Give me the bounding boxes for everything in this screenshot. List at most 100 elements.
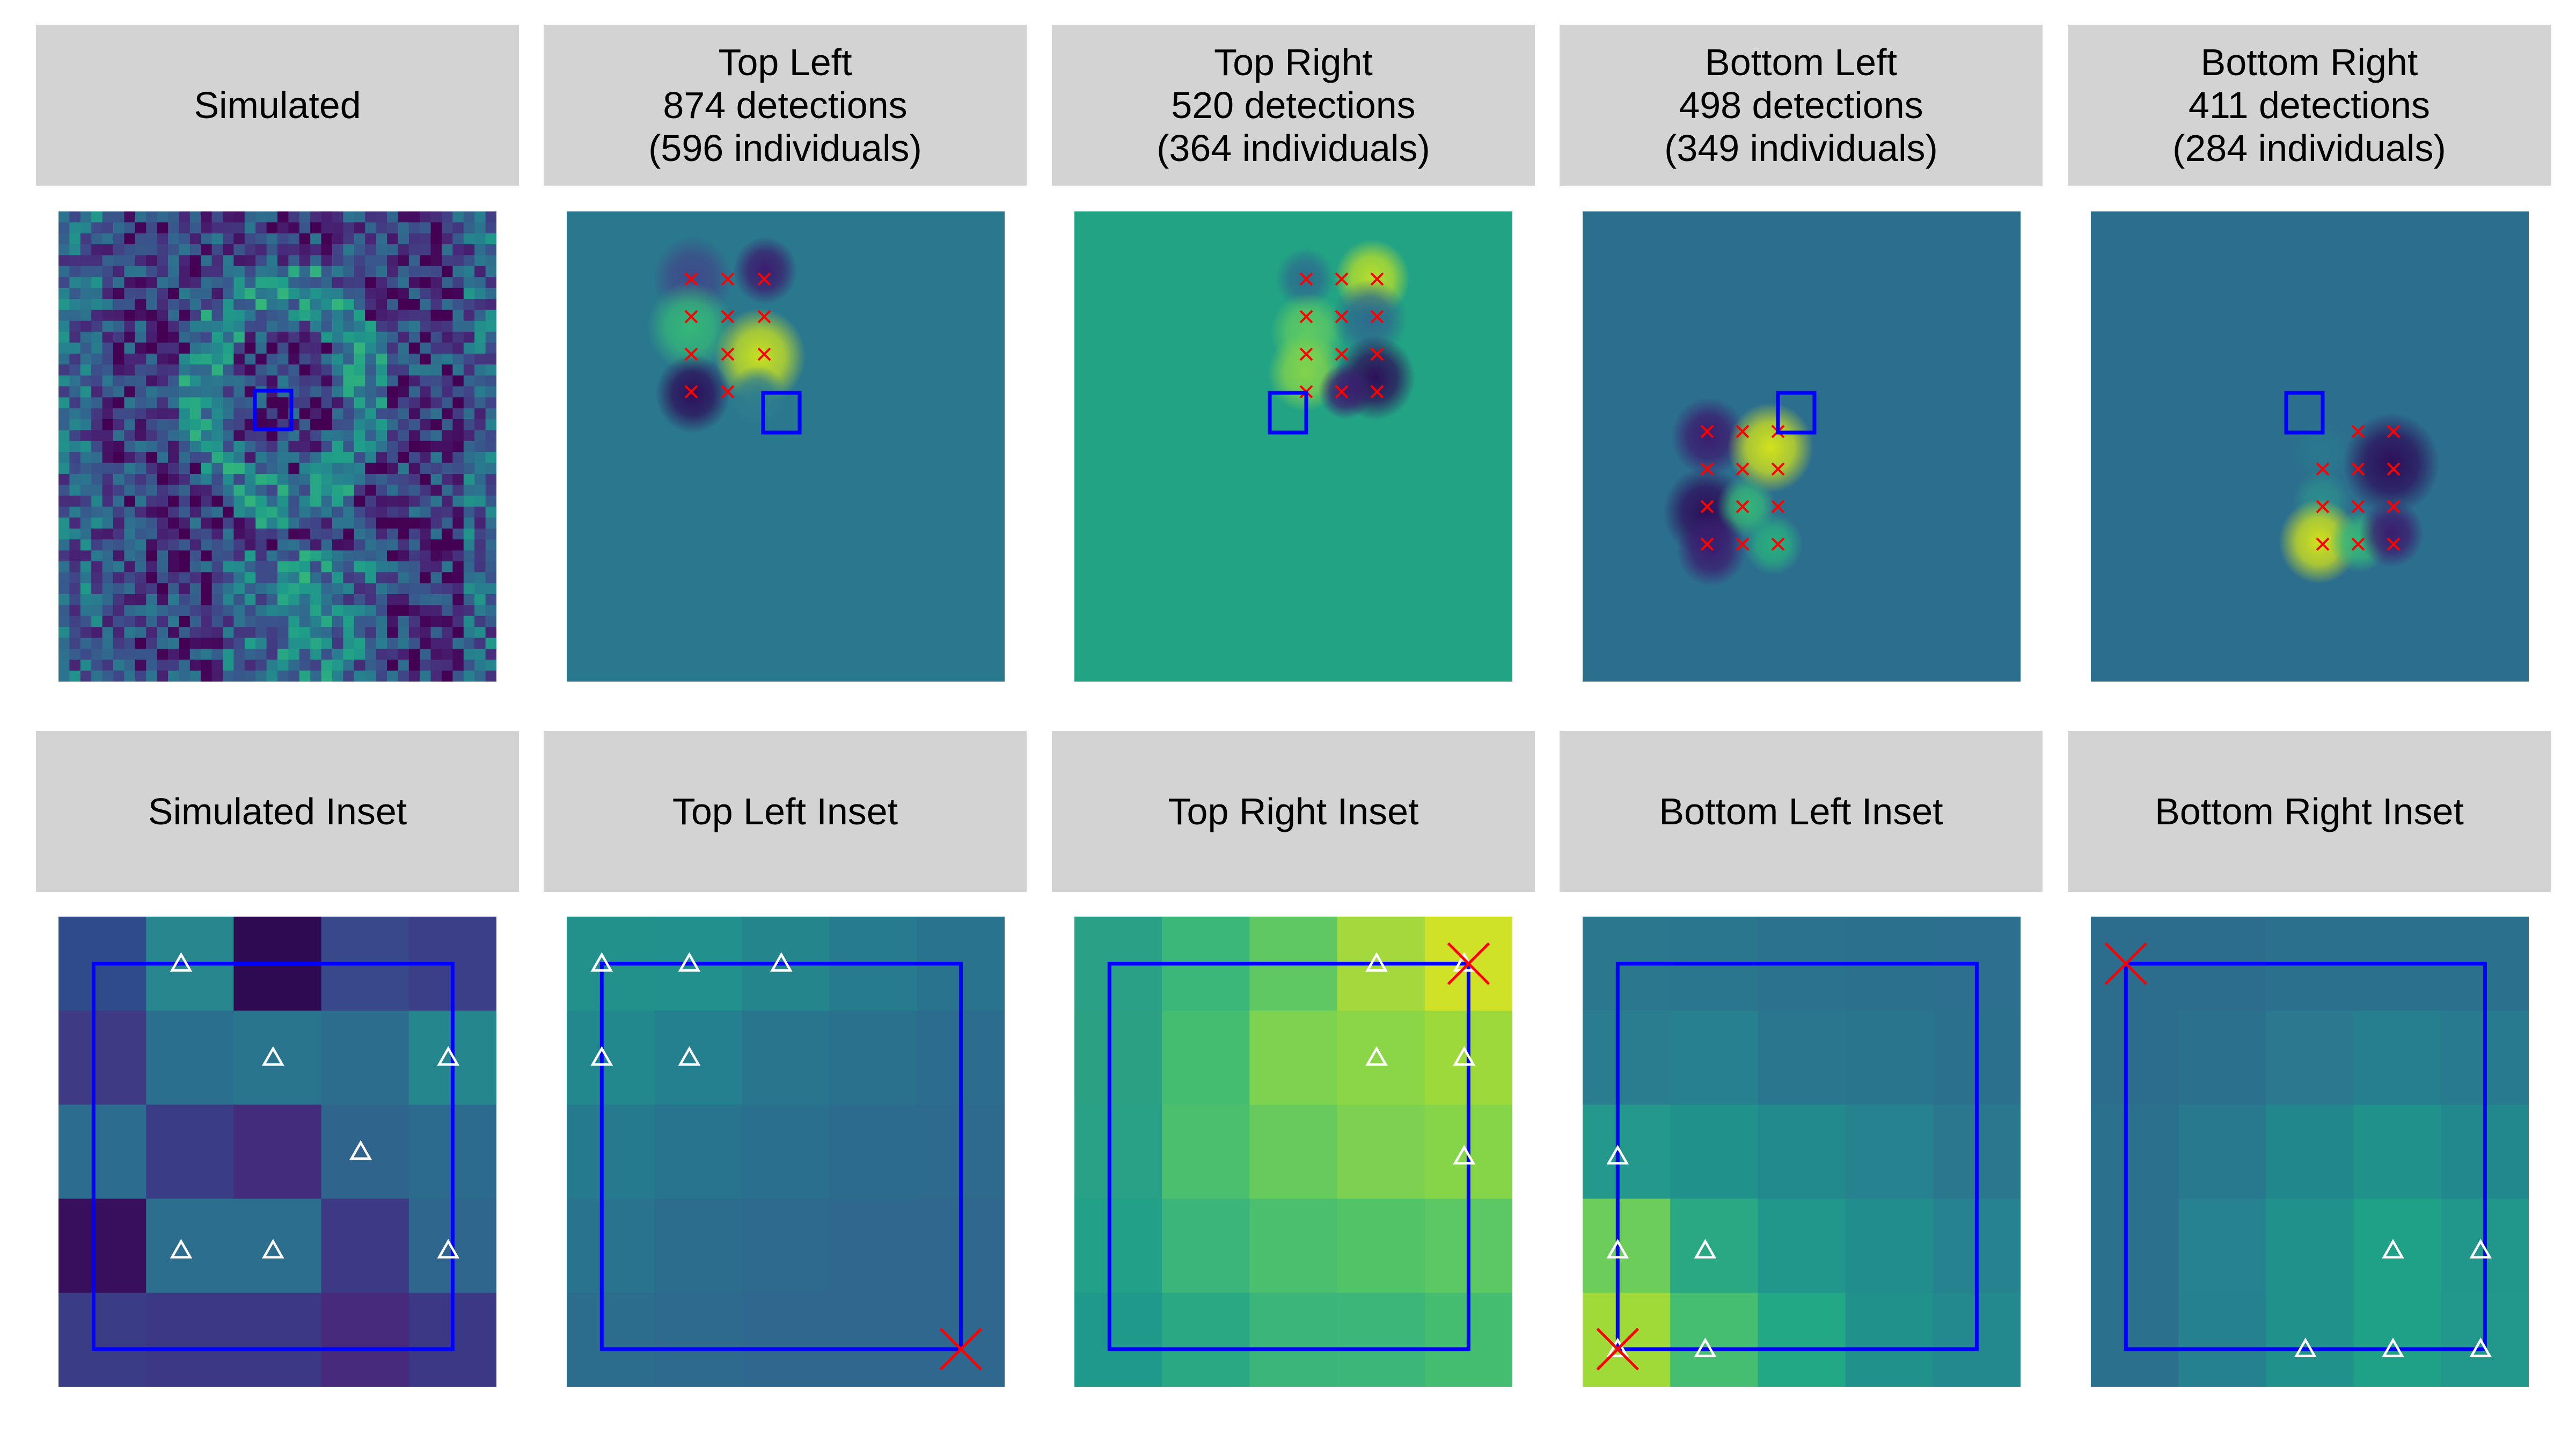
inset-cell [2178,1011,2266,1105]
inset-box [1615,962,1979,1351]
detection-cross [2387,537,2401,551]
detection-cross [1299,347,1313,361]
detection-cross [1771,500,1785,514]
detection-cross [757,272,771,286]
detection-cross [1700,462,1714,476]
inset-cell [1845,1292,1934,1387]
detection-cross [939,1328,983,1371]
detection-cross [1736,462,1750,476]
top-right-image [1074,211,1512,682]
inset-cell [233,1292,322,1387]
detection-cross [721,385,735,399]
header-top-left-inset-text: Top Left Inset [672,791,898,832]
inset-cell [829,1104,918,1199]
inset-cell [58,1198,147,1293]
inset-cell [654,1104,742,1199]
inset-cell [58,1292,147,1387]
inset-cell [321,1011,409,1105]
true-position-triangle [437,1239,460,1258]
detection-cross [1335,272,1349,286]
inset-cell [146,1011,234,1105]
inset-cell [233,1104,322,1199]
inset-box [91,962,455,1351]
inset-cell [1670,1011,1758,1105]
true-position-triangle [1694,1239,1717,1258]
detection-cross [2316,500,2330,514]
header-simulated-inset-text: Simulated Inset [148,791,407,832]
inset-cell [146,1292,234,1387]
inset-cell [742,1011,830,1105]
inset-cell [2353,1104,2442,1199]
inset-cell [1758,1198,1846,1293]
detection-cross [1700,425,1714,438]
bottom-left-image [1583,211,2021,682]
inset-cell [1758,1292,1846,1387]
inset-cell [146,1198,234,1293]
detection-cross [1736,425,1750,438]
header-top-right-inset-text: Top Right Inset [1168,791,1419,832]
inset-cell [2091,1292,2179,1387]
detection-cross [2316,462,2330,476]
detection-cross [1335,385,1349,399]
true-position-triangle [170,952,193,972]
true-position-triangle [2469,1337,2492,1357]
detection-cross [721,310,735,324]
header-bottom-right-inset: Bottom Right Inset [2068,731,2551,892]
inset-cell [2178,1104,2266,1199]
inset-cell [1670,1104,1758,1199]
header-top-left: Top Left 874 detections (596 individuals… [544,25,1027,186]
header-bottom-left-text: Bottom Left 498 detections (349 individu… [1664,41,1938,169]
region-box [1776,391,1817,435]
detection-cross [2316,537,2330,551]
top-right-inset-image [1074,917,1512,1387]
inset-cell [654,1011,742,1105]
inset-cell [1670,1292,1758,1387]
detection-cross [684,347,698,361]
inset-cell [1074,1104,1162,1199]
detection-cross [1447,942,1490,985]
inset-cell [1337,1104,1425,1199]
detection-cross [1370,310,1384,324]
detection-cross [1370,385,1384,399]
inset-cell [567,1011,655,1105]
inset-cell [321,1198,409,1293]
header-bottom-left-inset-text: Bottom Left Inset [1659,791,1943,832]
true-position-triangle [1365,952,1388,972]
true-position-triangle [437,1046,460,1066]
true-position-triangle [170,1239,193,1258]
inset-cell [1845,1104,1934,1199]
detection-cross [684,272,698,286]
detection-cross [1335,310,1349,324]
detection-cross [2104,942,2148,985]
inset-cell [2353,1011,2442,1105]
region-box [761,391,802,435]
detection-cross [684,310,698,324]
inset-box [599,962,963,1351]
true-position-triangle [770,952,793,972]
inset-cell [146,1104,234,1199]
detection-cross [2387,425,2401,438]
inset-cell [233,1198,322,1293]
top-left-image [567,211,1005,682]
inset-cell [654,1198,742,1293]
inset-cell [1583,1104,1671,1199]
true-position-triangle [1365,1046,1388,1066]
header-top-right: Top Right 520 detections (364 individual… [1052,25,1535,186]
inset-cell [2178,1198,2266,1293]
header-top-left-inset: Top Left Inset [544,731,1027,892]
bottom-left-inset-image [1583,917,2021,1387]
detection-cross [1736,500,1750,514]
inset-cell [567,1104,655,1199]
inset-cell [58,1011,147,1105]
inset-cell [2266,1198,2354,1293]
true-position-triangle [2469,1239,2492,1258]
inset-cell [2091,1011,2179,1105]
inset-cell [1583,1198,1671,1293]
inset-cell [2266,1104,2354,1199]
true-position-triangle [678,952,701,972]
detection-cross [757,347,771,361]
true-position-triangle [678,1046,701,1066]
inset-cell [742,1104,830,1199]
detection-cross [1771,537,1785,551]
inset-cell [1670,1198,1758,1293]
